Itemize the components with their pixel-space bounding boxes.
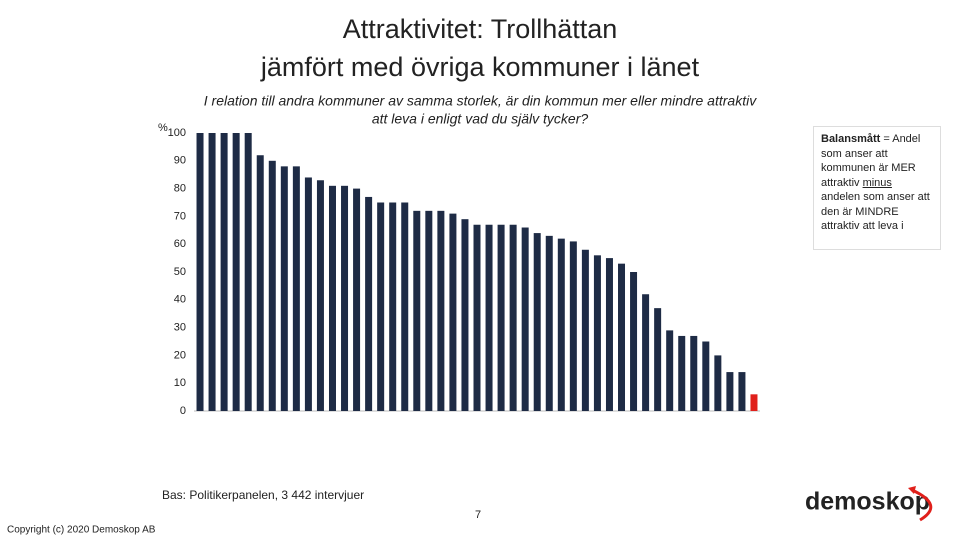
y-tick-label: 40 [174,294,186,306]
title-line: Attraktivitet: Trollhättan [343,14,618,44]
bar [353,188,361,411]
y-tick-label: 90 [174,155,186,167]
bar [750,394,758,411]
bar [316,180,324,411]
logo-arrow [908,486,916,494]
y-tick-label: 0 [180,405,186,417]
page-number: 7 [475,509,481,521]
copyright: Copyright (c) 2020 Demoskop AB [7,525,156,536]
y-tick-label: 100 [168,127,186,139]
bar [220,133,228,411]
title-line: jämfört med övriga kommuner i länet [260,52,700,82]
bar [533,233,541,411]
bar [485,224,493,411]
bar [268,160,276,411]
bar [726,372,734,411]
y-tick-label: 20 [174,349,186,361]
bar [618,263,626,411]
bar [341,185,349,411]
bar [449,213,457,411]
note-text: minus [862,176,892,189]
bar [605,258,613,411]
bar [593,255,601,411]
bar [473,224,481,411]
note-text: = Andel som anser att kommunen är MER at… [821,133,921,189]
bar [244,133,252,411]
bar [280,166,288,411]
bar [666,330,674,411]
bar [304,177,312,411]
note-box: Balansmått = Andel som anser att kommune… [813,126,941,250]
bar [521,227,529,411]
note-text: andelen som anser att den är MINDRE attr… [821,191,930,232]
y-tick-label: 50 [174,266,186,278]
bar [642,294,650,411]
y-tick-label: 10 [174,377,186,389]
bar [678,335,686,411]
bar [654,308,662,411]
bar [425,210,433,411]
y-tick-label: 30 [174,322,186,334]
bar [208,133,216,411]
bar [413,210,421,411]
bar [437,210,445,411]
note-text: Balansmått [821,133,881,145]
source: Bas: Politikerpanelen, 3 442 intervjuer [162,488,364,502]
bar [256,155,264,411]
bar [509,224,517,411]
bar [557,238,565,411]
bar [196,133,204,411]
bar [630,272,638,411]
bar [401,202,409,411]
bar [461,219,469,411]
bar [389,202,397,411]
logo: demoskop [805,488,930,516]
bar [292,166,300,411]
bar [581,249,589,411]
bar [702,341,710,411]
y-axis-label: % [158,122,168,134]
bar [738,372,746,411]
subtitle-line: att leva i enligt vad du själv tycker? [372,111,589,127]
bar [328,185,336,411]
y-tick-label: 70 [174,210,186,222]
logo-swoosh [911,488,933,522]
bar [377,202,385,411]
bar [497,224,505,411]
subtitle-line: I relation till andra kommuner av samma … [204,93,757,109]
bar [714,355,722,411]
bar [690,335,698,411]
bar [545,235,553,411]
y-tick-label: 60 [174,238,186,250]
y-tick-label: 80 [174,183,186,195]
bar [569,241,577,411]
bar [365,196,373,411]
bar [232,133,240,411]
